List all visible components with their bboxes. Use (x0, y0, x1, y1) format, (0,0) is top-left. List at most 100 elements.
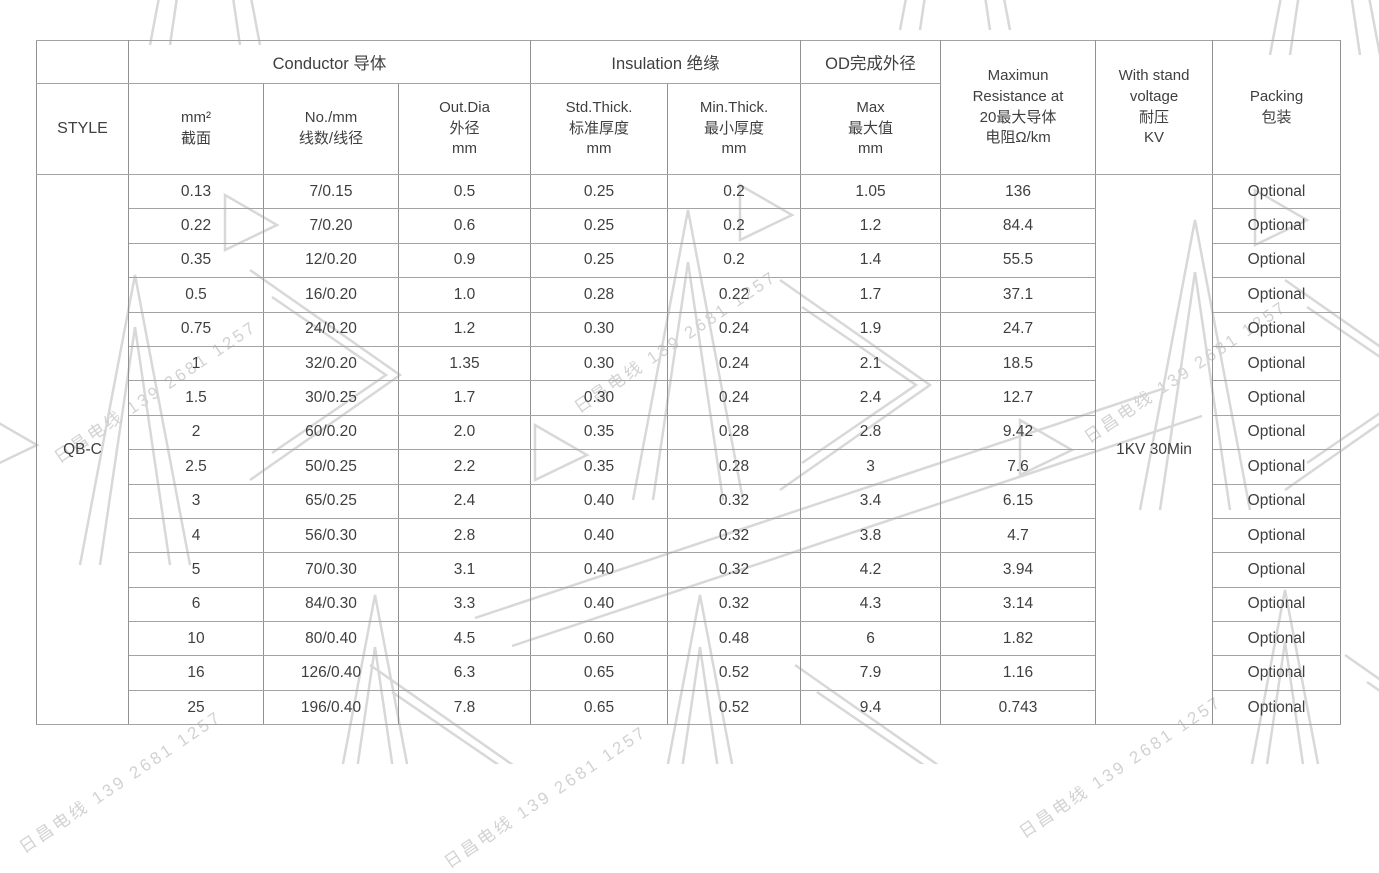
cell-resistance: 37.1 (940, 277, 1097, 313)
cell-resistance: 18.5 (940, 345, 1097, 382)
table-row: 0.75 24/0.20 1.2 0.30 0.24 1.9 24.7 Opti… (37, 311, 1342, 347)
cell-no-mm: 24/0.20 (263, 311, 399, 347)
cell-out-dia: 2.8 (397, 517, 532, 554)
table-row: 0.5 16/0.20 1.0 0.28 0.22 1.7 37.1 Optio… (37, 277, 1342, 313)
cell-mm2: 3 (128, 483, 264, 519)
style-column-header: STYLE (36, 83, 129, 175)
cell-std-thick: 0.30 (530, 311, 669, 347)
cell-min-thick: 0.2 (667, 242, 802, 279)
cell-mm2: 5 (128, 552, 264, 588)
table-row: 2 60/0.20 2.0 0.35 0.28 2.8 9.42 Optiona… (37, 414, 1342, 451)
cell-od-max: 1.05 (800, 173, 942, 210)
cell-std-thick: 0.40 (530, 552, 669, 588)
cell-mm2: 0.5 (128, 277, 264, 313)
cell-mm2: 0.35 (128, 242, 264, 279)
cell-no-mm: 196/0.40 (263, 689, 399, 726)
cell-mm2: 0.75 (128, 311, 264, 347)
wire-spec-table: Conductor 导体 Insulation 绝缘 OD完成外径 Maximu… (36, 40, 1342, 726)
cell-min-thick: 0.32 (667, 552, 802, 588)
cell-mm2: 10 (128, 621, 264, 657)
cell-packing: Optional (1212, 449, 1342, 485)
cell-out-dia: 1.0 (397, 277, 532, 313)
cell-packing: Optional (1212, 689, 1342, 726)
cell-min-thick: 0.28 (667, 414, 802, 451)
cell-no-mm: 65/0.25 (263, 483, 399, 519)
cell-min-thick: 0.24 (667, 311, 802, 347)
cell-od-max: 3 (800, 449, 942, 485)
cell-packing: Optional (1212, 586, 1342, 623)
cell-resistance: 84.4 (940, 208, 1097, 244)
cell-mm2: 4 (128, 517, 264, 554)
cell-no-mm: 7/0.20 (263, 208, 399, 244)
od-max-column-header: Max 最大值 mm (800, 83, 942, 175)
cell-out-dia: 1.7 (397, 380, 532, 416)
cell-min-thick: 0.32 (667, 483, 802, 519)
cell-std-thick: 0.35 (530, 414, 669, 451)
cell-resistance: 12.7 (940, 380, 1097, 416)
cell-packing: Optional (1212, 242, 1342, 279)
no-mm-column-header: No./mm 线数/线径 (263, 83, 399, 175)
cell-resistance: 24.7 (940, 311, 1097, 347)
cell-resistance: 4.7 (940, 517, 1097, 554)
cell-packing: Optional (1212, 483, 1342, 519)
cell-resistance: 3.14 (940, 586, 1097, 623)
cell-no-mm: 70/0.30 (263, 552, 399, 588)
cell-no-mm: 84/0.30 (263, 586, 399, 623)
voltage-column-header: With stand voltage 耐压 KV (1095, 40, 1214, 175)
cell-mm2: 16 (128, 655, 264, 691)
cell-resistance: 6.15 (940, 483, 1097, 519)
table-row: 25 196/0.40 7.8 0.65 0.52 9.4 0.743 Opti… (37, 689, 1342, 726)
cell-min-thick: 0.22 (667, 277, 802, 313)
table-row: 2.5 50/0.25 2.2 0.35 0.28 3 7.6 Optional (37, 449, 1342, 485)
cell-mm2: 0.22 (128, 208, 264, 244)
cell-packing: Optional (1212, 277, 1342, 313)
cell-out-dia: 3.3 (397, 586, 532, 623)
cell-out-dia: 0.9 (397, 242, 532, 279)
cell-std-thick: 0.60 (530, 621, 669, 657)
cell-packing: Optional (1212, 311, 1342, 347)
cell-mm2: 25 (128, 689, 264, 726)
cell-od-max: 1.9 (800, 311, 942, 347)
cell-resistance: 55.5 (940, 242, 1097, 279)
cell-std-thick: 0.25 (530, 242, 669, 279)
cell-packing: Optional (1212, 517, 1342, 554)
packing-column-header: Packing 包装 (1212, 40, 1342, 175)
cell-no-mm: 126/0.40 (263, 655, 399, 691)
cell-od-max: 4.2 (800, 552, 942, 588)
cell-std-thick: 0.65 (530, 689, 669, 726)
cell-std-thick: 0.30 (530, 345, 669, 382)
mm2-column-header: mm² 截面 (128, 83, 264, 175)
cell-od-max: 2.1 (800, 345, 942, 382)
cell-od-max: 9.4 (800, 689, 942, 726)
cell-out-dia: 1.2 (397, 311, 532, 347)
cell-od-max: 2.8 (800, 414, 942, 451)
cell-resistance: 1.82 (940, 621, 1097, 657)
cell-no-mm: 56/0.30 (263, 517, 399, 554)
cell-min-thick: 0.24 (667, 380, 802, 416)
cell-min-thick: 0.52 (667, 655, 802, 691)
cell-resistance: 1.16 (940, 655, 1097, 691)
cell-voltage-value: 1KV 30Min (1095, 173, 1214, 726)
cell-out-dia: 0.6 (397, 208, 532, 244)
cell-style-value: QB-C (36, 173, 129, 726)
cell-od-max: 6 (800, 621, 942, 657)
cell-od-max: 7.9 (800, 655, 942, 691)
cell-packing: Optional (1212, 380, 1342, 416)
cell-resistance: 3.94 (940, 552, 1097, 588)
cell-min-thick: 0.48 (667, 621, 802, 657)
table-row: 0.22 7/0.20 0.6 0.25 0.2 1.2 84.4 Option… (37, 208, 1342, 244)
cell-std-thick: 0.25 (530, 173, 669, 210)
cell-out-dia: 2.4 (397, 483, 532, 519)
cell-min-thick: 0.2 (667, 208, 802, 244)
cell-mm2: 0.13 (128, 173, 264, 210)
table-row: 3 65/0.25 2.4 0.40 0.32 3.4 6.15 Optiona… (37, 483, 1342, 519)
cell-od-max: 4.3 (800, 586, 942, 623)
cell-no-mm: 32/0.20 (263, 345, 399, 382)
cell-no-mm: 16/0.20 (263, 277, 399, 313)
header-group-row: Conductor 导体 Insulation 绝缘 OD完成外径 Maximu… (36, 40, 1342, 175)
cell-out-dia: 7.8 (397, 689, 532, 726)
table-row: 16 126/0.40 6.3 0.65 0.52 7.9 1.16 Optio… (37, 655, 1342, 691)
cell-mm2: 1 (128, 345, 264, 382)
corner-cell (36, 40, 129, 84)
cell-std-thick: 0.65 (530, 655, 669, 691)
